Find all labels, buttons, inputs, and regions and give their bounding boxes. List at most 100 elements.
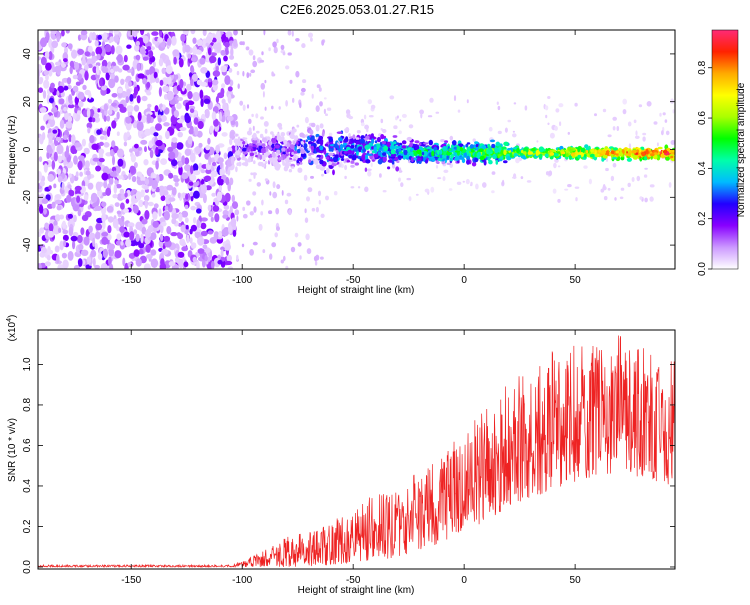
spectrogram-cell (208, 211, 214, 218)
spectrogram-cell (160, 258, 165, 267)
spectrogram-cell (371, 138, 375, 145)
spectrogram-cell (217, 259, 223, 265)
spectrogram-cell (212, 205, 220, 212)
spectrogram-cell (234, 145, 238, 152)
spectrogram-cell (220, 249, 224, 258)
spectrogram-cell (91, 51, 95, 58)
spectrogram-cell (271, 133, 275, 139)
spectrogram-cell (435, 164, 439, 169)
spectrogram-cell (200, 217, 208, 222)
spectrogram-cell (557, 198, 561, 203)
spectrogram-cell (481, 144, 487, 150)
spectrogram-cell (297, 167, 303, 173)
spectrogram-cell (55, 31, 61, 37)
spectrogram-cell (441, 143, 447, 147)
spectrogram-x-label: Height of straight line (km) (298, 285, 415, 296)
spectrogram-cell (453, 157, 460, 161)
spectrogram-cell (212, 79, 219, 86)
spectrogram-cell (103, 103, 109, 111)
spectrogram-cell (271, 71, 274, 77)
spectrogram-cell (59, 119, 65, 129)
spectrogram-cell (274, 144, 280, 149)
y-tick-label: 0.6 (22, 438, 33, 452)
spectrogram-cell (61, 220, 67, 229)
spectrogram-cell (131, 66, 135, 77)
spectrogram-cell (207, 256, 211, 262)
spectrogram-cell (56, 205, 62, 211)
spectrogram-cell (504, 127, 508, 133)
spectrogram-cell (359, 138, 365, 144)
spectrogram-cell (264, 128, 268, 134)
spectrogram-cell (437, 177, 442, 180)
spectrogram-cell (233, 38, 238, 48)
spectrogram-cell (110, 45, 115, 55)
spectrogram-cell (580, 148, 586, 154)
spectrogram-cell (233, 62, 238, 67)
spectrogram-cell (38, 204, 44, 214)
spectrogram-cell (549, 132, 555, 139)
spectrogram-cell (256, 182, 261, 187)
spectrogram-cell (150, 258, 159, 269)
spectrogram-cell (205, 168, 212, 174)
spectrogram-cell (344, 128, 350, 131)
spectrogram-cell (425, 159, 428, 164)
spectrogram-cell (466, 142, 471, 145)
spectrogram-cell (138, 199, 144, 208)
spectrogram-cell (127, 222, 135, 228)
spectrogram-cell (152, 173, 157, 179)
spectrogram-cell (133, 86, 139, 96)
spectrogram-cell (163, 235, 171, 242)
spectrogram-cell (328, 152, 334, 156)
spectrogram-cell (555, 108, 560, 113)
spectrogram-cell (271, 105, 274, 110)
spectrogram-cell (415, 146, 420, 150)
spectrogram-cell (252, 125, 255, 131)
spectrogram-cell (448, 188, 453, 191)
spectrogram-cell (73, 155, 78, 165)
spectrogram-cell (139, 180, 147, 185)
spectrogram-cell (516, 147, 520, 154)
spectrogram-cell (153, 132, 159, 137)
spectrogram-cell (212, 161, 217, 167)
spectrogram-cell (193, 181, 199, 188)
spectrogram-cell (257, 152, 261, 159)
spectrogram-cell (89, 135, 95, 144)
spectrogram-cell (124, 82, 130, 90)
spectrogram-cell (352, 154, 357, 161)
spectrogram-cell (614, 197, 617, 201)
spectrogram-cell (492, 153, 497, 160)
spectrogram-cell (62, 134, 68, 140)
spectrogram-cell (468, 152, 472, 158)
spectrogram-cell (612, 116, 617, 121)
spectrogram-cell (159, 30, 163, 38)
spectrogram-cell (293, 150, 298, 154)
spectrogram-cell (444, 140, 449, 143)
spectrogram-cell (189, 108, 195, 113)
spectrogram-cell (74, 96, 80, 105)
spectrogram-cell (253, 160, 256, 165)
spectrogram-cell (145, 254, 153, 259)
spectrogram-cell (577, 146, 581, 153)
spectrogram-cell (146, 113, 152, 124)
spectrogram-cell (393, 125, 398, 130)
spectrogram-cell (63, 106, 68, 112)
spectrogram-cell (53, 220, 58, 227)
spectrogram-cell (491, 190, 495, 194)
spectrogram-cell (178, 58, 184, 68)
spectrogram-cell (211, 111, 217, 121)
spectrogram-cell (544, 105, 549, 111)
spectrogram-cell (109, 171, 117, 177)
spectrogram-cell (643, 174, 648, 178)
spectrogram-cell (670, 155, 674, 159)
spectrogram-cell (44, 222, 49, 229)
spectrogram-cell (477, 151, 482, 158)
spectrogram-cell (233, 30, 238, 36)
spectrogram-cell (218, 111, 223, 122)
spectrogram-cell (260, 147, 266, 154)
spectrogram-cell (38, 68, 41, 79)
spectrogram-cell (140, 233, 144, 244)
spectrogram-cell (263, 121, 269, 127)
spectrogram-cell (506, 156, 512, 161)
spectrogram-cell (225, 46, 229, 56)
spectrogram-cell (470, 149, 475, 153)
